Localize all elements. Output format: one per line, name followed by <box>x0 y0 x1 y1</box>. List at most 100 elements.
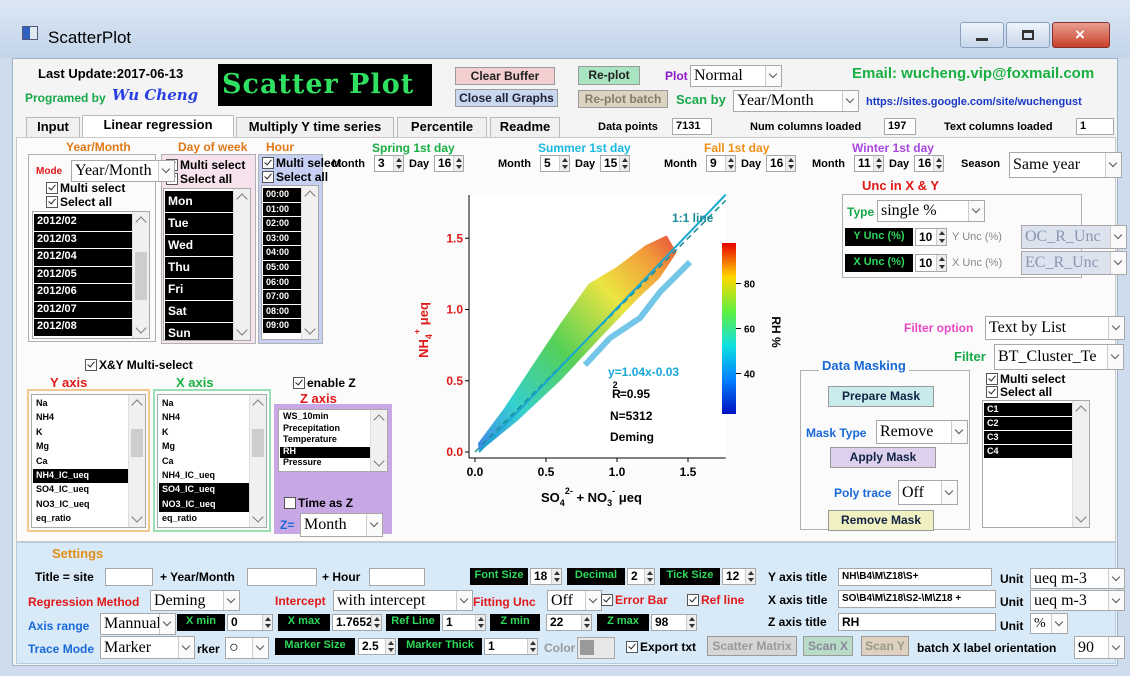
season-month-spinner[interactable]: 9 <box>706 155 736 172</box>
list-item[interactable]: NH4_IC_ueq <box>33 469 128 484</box>
season-month-spinner[interactable]: 5 <box>540 155 570 172</box>
unc-type-dropdown[interactable]: single % <box>877 200 985 222</box>
list-item[interactable]: Mg <box>162 441 175 452</box>
mask-type-dropdown[interactable]: Remove <box>876 420 968 444</box>
clear-buffer-button[interactable]: Clear Buffer <box>455 67 555 85</box>
list-item[interactable]: Ca <box>162 455 174 466</box>
year-month-suffix-input[interactable] <box>247 568 317 586</box>
season-day-spinner[interactable]: 16 <box>434 155 464 172</box>
tab[interactable]: Input <box>26 117 80 137</box>
close-all-graphs-button[interactable]: Close all Graphs <box>455 89 558 107</box>
list-item[interactable]: 2012/07 <box>34 301 132 319</box>
apply-mask-button[interactable]: Apply Mask <box>830 447 936 468</box>
z-axis-title-input[interactable]: RH <box>838 613 996 631</box>
title-site-input[interactable] <box>105 568 153 586</box>
filter-multi-select[interactable]: Multi select <box>985 372 1065 386</box>
replot-button[interactable]: Re-plot <box>578 66 640 85</box>
year-month-multi-select[interactable]: Multi select <box>45 181 125 195</box>
filter-dropdown[interactable]: BT_Cluster_Te <box>994 344 1124 370</box>
list-item[interactable]: 2012/03 <box>34 231 132 249</box>
list-item[interactable]: 01:00 <box>263 202 301 218</box>
list-item[interactable]: C1 <box>984 403 1072 417</box>
list-item[interactable]: Thu <box>165 257 233 279</box>
list-item[interactable]: 03:00 <box>263 231 301 247</box>
list-item[interactable]: C3 <box>984 431 1072 445</box>
hour-select-all[interactable]: Select all <box>261 170 328 184</box>
xy-multi-select[interactable]: X&Y Multi-select <box>84 358 193 372</box>
list-item[interactable]: Sun <box>165 323 233 340</box>
list-item[interactable]: 00:00 <box>263 188 301 203</box>
filter-option-dropdown[interactable]: Text by List <box>985 316 1125 340</box>
axis-range-dropdown[interactable]: Mannual <box>100 613 176 635</box>
poly-trace-dropdown[interactable]: Off <box>898 480 958 505</box>
season-day-spinner[interactable]: 16 <box>766 155 796 172</box>
hour-multi-select[interactable]: Multi select <box>261 156 341 170</box>
list-item[interactable]: Sat <box>165 301 233 323</box>
x-unc-spinner[interactable]: 10 <box>915 254 947 272</box>
list-item[interactable]: Temperature <box>283 435 337 445</box>
list-item[interactable]: 04:00 <box>263 246 301 261</box>
scan-x-button[interactable]: Scan X <box>803 636 853 656</box>
x-min-spinner[interactable]: 0 <box>227 614 273 631</box>
error-bar-checkbox[interactable]: Error Bar <box>600 593 668 607</box>
list-item[interactable]: C4 <box>984 445 1072 459</box>
batch-orientation-dropdown[interactable]: 90 <box>1074 636 1125 659</box>
list-item[interactable]: 02:00 <box>263 217 301 232</box>
tab[interactable]: Linear regression <box>82 115 234 137</box>
list-item[interactable]: Fri <box>165 279 233 301</box>
z-max-spinner[interactable]: 98 <box>651 614 697 631</box>
marker-dropdown[interactable]: ○ <box>225 637 269 659</box>
filter-select-all[interactable]: Select all <box>985 385 1052 399</box>
list-item[interactable]: 07:00 <box>263 290 301 305</box>
season-month-spinner[interactable]: 3 <box>374 155 404 172</box>
tick-size-spinner[interactable]: 12 <box>722 568 756 585</box>
export-txt-checkbox[interactable]: Export txt <box>625 640 696 654</box>
scatter-matrix-button[interactable]: Scatter Matrix <box>707 636 797 656</box>
list-item[interactable]: NO3_IC_ueq <box>36 498 90 509</box>
time-as-z[interactable]: Time as Z <box>283 496 353 510</box>
list-item[interactable]: Ca <box>36 455 48 466</box>
font-size-spinner[interactable]: 18 <box>530 568 562 585</box>
maximize-button[interactable] <box>1006 22 1050 48</box>
regression-dropdown[interactable]: Deming <box>150 590 240 611</box>
enable-z[interactable]: enable Z <box>292 376 356 390</box>
list-item[interactable]: K <box>36 426 43 437</box>
list-item[interactable]: 2012/08 <box>34 319 132 337</box>
plot-mode-dropdown[interactable]: Normal <box>690 65 782 87</box>
list-item[interactable]: RH <box>280 446 370 459</box>
marker-thick-spinner[interactable]: 1 <box>484 638 538 655</box>
list-item[interactable]: Precepitation <box>283 423 341 433</box>
list-item[interactable]: Na <box>162 398 174 408</box>
season-month-spinner[interactable]: 11 <box>854 155 884 172</box>
ref-line-spinner[interactable]: 1 <box>442 614 486 631</box>
list-item[interactable]: C2 <box>984 417 1072 431</box>
remove-mask-button[interactable]: Remove Mask <box>828 510 934 531</box>
marker-size-spinner[interactable]: 2.5 <box>358 638 396 655</box>
scan-y-button[interactable]: Scan Y <box>861 636 909 656</box>
list-item[interactable]: WS_10min <box>283 412 329 421</box>
list-item[interactable]: NO3_IC_ueq <box>159 497 249 513</box>
ref-line-checkbox[interactable]: Ref line <box>686 593 744 607</box>
y-unc-spinner[interactable]: 10 <box>915 228 947 246</box>
list-item[interactable]: 2012/05 <box>34 266 132 284</box>
hour-suffix-input[interactable] <box>369 568 425 586</box>
season-day-spinner[interactable]: 16 <box>914 155 944 172</box>
season-dropdown[interactable]: Same year <box>1009 152 1122 178</box>
replot-batch-button[interactable]: Re-plot batch <box>578 90 668 108</box>
list-item[interactable]: K <box>162 426 169 437</box>
trace-mode-dropdown[interactable]: Marker <box>100 636 195 659</box>
list-item[interactable]: Mg <box>36 441 49 452</box>
list-item[interactable]: Tue <box>165 213 233 235</box>
list-item[interactable]: NH4_IC_ueq <box>162 470 216 480</box>
decimal-spinner[interactable]: 2 <box>627 568 655 585</box>
y-unc-column-dropdown[interactable]: OC_R_Unc <box>1021 225 1127 249</box>
day-select-all[interactable]: Select all <box>165 172 232 186</box>
list-item[interactable]: 2012/06 <box>34 284 132 302</box>
prepare-mask-button[interactable]: Prepare Mask <box>828 386 934 407</box>
x-unc-column-dropdown[interactable]: EC_R_Unc <box>1021 251 1127 275</box>
list-item[interactable]: 06:00 <box>263 275 301 291</box>
list-item[interactable]: 05:00 <box>263 261 301 276</box>
x-axis-title-input[interactable]: SO\B4\M\Z18\S2-\M\Z18 + <box>838 590 996 608</box>
list-item[interactable]: SO4_IC_ueq <box>36 484 90 495</box>
list-item[interactable]: Pressure <box>283 458 322 468</box>
